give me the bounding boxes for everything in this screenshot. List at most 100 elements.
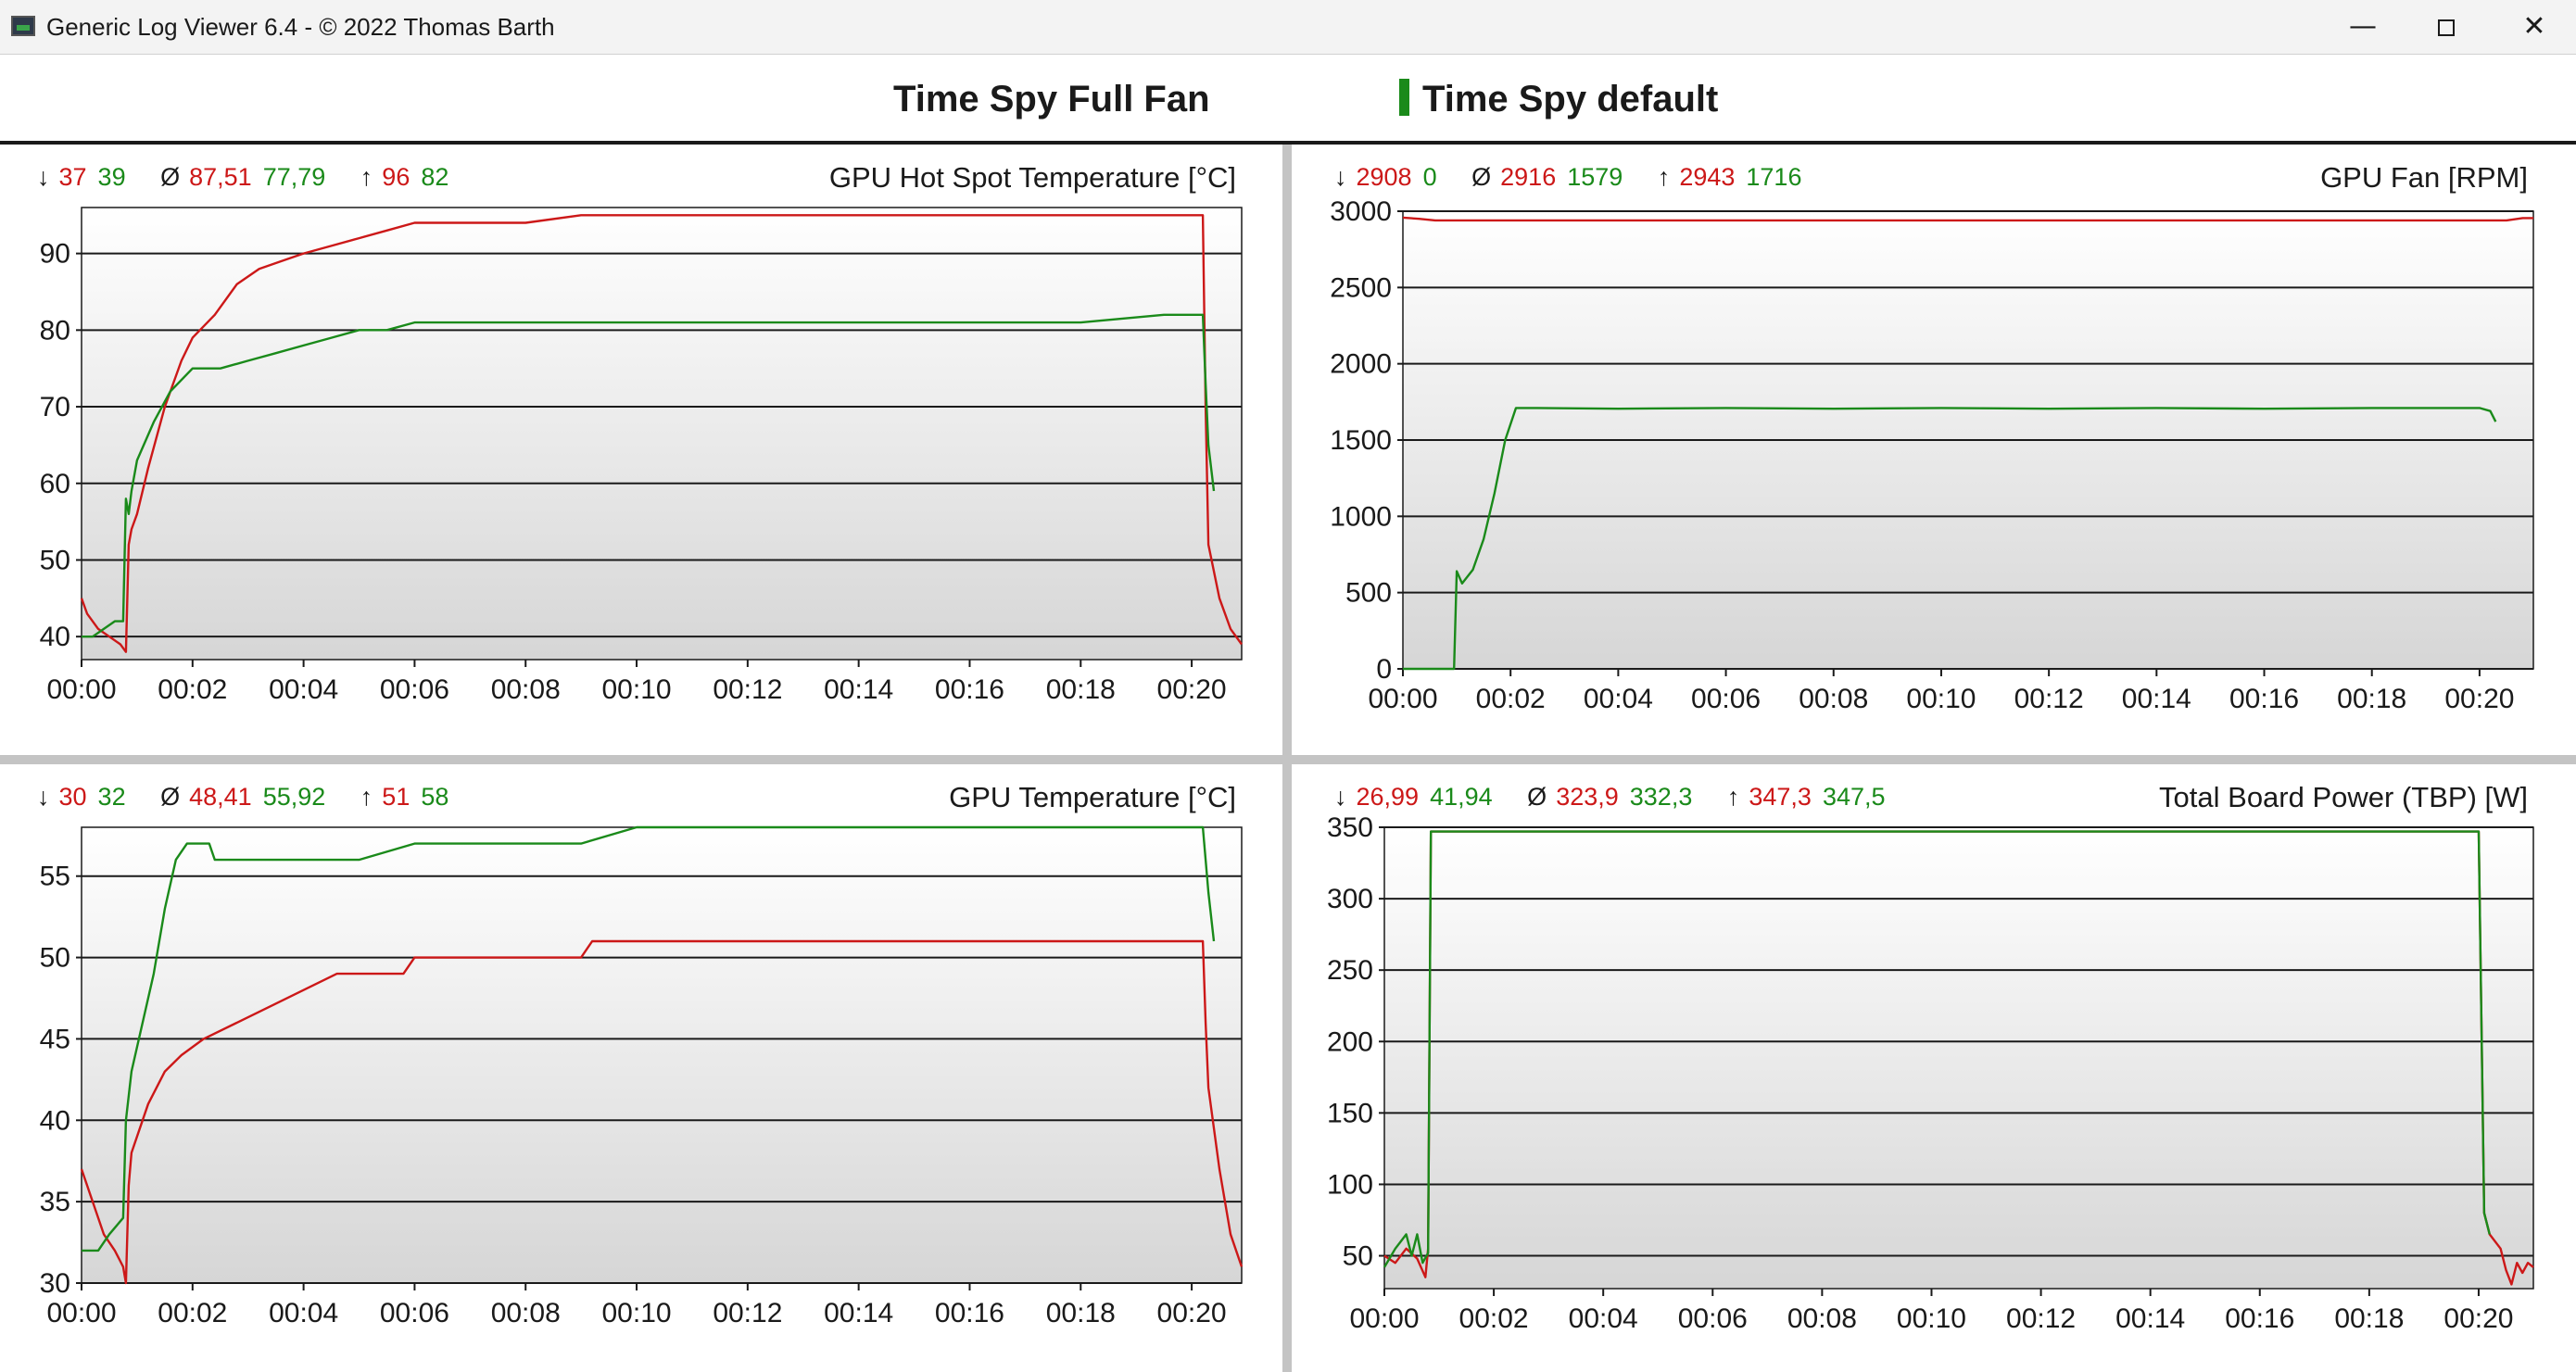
x-tick-label: 00:12 [2006,1303,2076,1334]
x-tick-label: 00:10 [1906,684,1976,714]
y-tick-label: 250 [1327,955,1373,986]
close-button[interactable]: ✕ [2522,10,2546,43]
plot-background [1383,826,2534,1290]
x-tick-label: 00:16 [935,674,1004,705]
y-tick-label: 2000 [1330,349,1392,380]
x-tick-label: 00:18 [1046,674,1116,705]
x-tick-label: 00:04 [1569,1303,1638,1334]
y-tick-label: 350 [1327,812,1373,843]
plot-area[interactable]: 50 100 150 200 250 300 350 00:00 00:02 00:04 00:06… [1292,764,2576,1372]
chart-panel-hotspot-temp: ↓ 37 39 Ø 87,51 77,79 ↑ 96 82 GPU Hot Spot Tem… [0,145,1282,755]
maximize-button[interactable] [2405,0,2488,54]
plot-area[interactable]: 40 50 60 70 80 90 00:00 00:02 00:04 00:06 00:08 00:… [0,145,1282,755]
stat-min-default: 32 [97,783,126,811]
stat-min-full-fan: 26,99 [1356,783,1420,811]
series-line-full-fan [80,214,1243,653]
series-line-default [1403,407,2497,671]
stat-max-default: 347,5 [1822,783,1886,811]
stat-avg-default: 55,92 [262,783,326,811]
y-tick-label: 3000 [1330,196,1392,227]
stat-avg-default: 1579 [1567,163,1623,191]
legend: Time Spy Full Fan Time Spy default [0,55,2576,145]
plot-area[interactable]: 0 500 1000 1500 2000 2500 3000 00:00 00:02 00:04 0… [1292,145,2576,755]
maximize-icon [2438,19,2455,36]
series-line-default [82,313,1216,638]
x-tick-label: 00:08 [1787,1303,1857,1334]
stat-avg-default: 77,79 [262,163,326,191]
x-tick-label: 00:00 [46,674,116,705]
legend-label: Time Spy Full Fan [893,79,1210,120]
y-tick-label: 0 [1376,654,1392,685]
x-tick-label: 00:06 [1678,1303,1748,1334]
x-tick-label: 00:02 [158,674,227,705]
stat-min-default: 0 [1422,163,1437,191]
stats-readout: ↓ 37 39 Ø 87,51 77,79 ↑ 96 82 [37,163,449,191]
y-tick-label: 55 [40,862,70,892]
stat-min-full-fan: 2908 [1356,163,1412,191]
y-tick-label: 1500 [1330,425,1392,456]
x-tick-label: 00:02 [1476,684,1546,714]
y-tick-label: 150 [1327,1098,1373,1128]
stat-avg-full-fan: 2916 [1500,163,1557,191]
minimize-button[interactable]: — [2349,10,2377,43]
stats-readout: ↓ 30 32 Ø 48,41 55,92 ↑ 51 58 [37,783,449,811]
plot-area[interactable]: 30 35 40 45 50 55 00:00 00:02 00:04 00:06 00:08 00:… [0,764,1282,1372]
legend-item-default[interactable]: Time Spy default [1399,79,1718,120]
x-tick-label: 00:10 [602,1298,672,1328]
legend-item-full-fan[interactable]: Time Spy Full Fan [893,79,1210,120]
app-icon [11,16,35,36]
horizontal-divider[interactable] [0,755,2576,764]
x-tick-label: 00:12 [2014,684,2084,714]
stat-min-default: 41,94 [1430,783,1493,811]
x-tick-label: 00:18 [1046,1298,1116,1328]
x-tick-label: 00:08 [491,1298,561,1328]
x-tick-label: 00:18 [2337,684,2406,714]
y-tick-label: 90 [40,239,70,270]
x-tick-label: 00:04 [269,674,338,705]
x-tick-label: 00:06 [380,1298,449,1328]
y-tick-label: 45 [40,1024,70,1054]
series-line-default [1383,830,2491,1268]
stat-max-default: 82 [421,163,449,191]
x-tick-label: 00:20 [2444,684,2514,714]
y-tick-label: 30 [40,1268,70,1299]
x-tick-label: 00:20 [1157,674,1227,705]
chart-panel-gpu-fan: ↓ 2908 0 Ø 2916 1579 ↑ 2943 1716 GPU Fan [RPM]… [1292,145,2576,755]
x-tick-label: 00:16 [2229,684,2299,714]
y-tick-label: 80 [40,315,70,346]
chart-panel-board-power: ↓ 26,99 41,94 Ø 323,9 332,3 ↑ 347,3 347,5 Tota… [1292,764,2576,1372]
stat-max-full-fan: 96 [382,163,410,191]
y-tick-label: 40 [40,622,70,652]
chart-title: GPU Temperature [°C] [949,781,1236,813]
window-title: Generic Log Viewer 6.4 - © 2022 Thomas B… [46,13,555,41]
stat-max-default: 1716 [1746,163,1802,191]
stat-max-full-fan: 347,3 [1749,783,1812,811]
x-tick-label: 00:14 [2115,1303,2185,1334]
stat-avg-full-fan: 323,9 [1556,783,1619,811]
y-tick-label: 35 [40,1187,70,1217]
x-tick-label: 00:10 [602,674,672,705]
x-tick-label: 00:04 [269,1298,338,1328]
stat-max-full-fan: 2943 [1679,163,1736,191]
y-tick-label: 50 [40,545,70,575]
x-tick-label: 00:14 [824,674,893,705]
x-tick-label: 00:16 [2225,1303,2294,1334]
y-tick-label: 50 [40,943,70,974]
y-tick-label: 200 [1327,1026,1373,1057]
series-line-full-fan [80,939,1244,1285]
series-line-full-fan [1402,216,2533,222]
x-tick-label: 00:06 [380,674,449,705]
legend-label: Time Spy default [1422,79,1719,120]
stat-avg-default: 332,3 [1629,783,1693,811]
x-tick-label: 00:08 [1799,684,1868,714]
y-tick-label: 50 [1343,1241,1373,1272]
y-tick-label: 300 [1327,884,1373,914]
x-tick-label: 00:00 [1368,684,1437,714]
legend-swatch [1399,79,1409,116]
x-tick-label: 00:20 [1157,1298,1227,1328]
y-tick-label: 500 [1345,578,1392,609]
x-tick-label: 00:10 [1897,1303,1966,1334]
stats-readout: ↓ 2908 0 Ø 2916 1579 ↑ 2943 1716 [1334,163,1802,191]
y-tick-label: 60 [40,469,70,499]
stat-max-default: 58 [421,783,449,811]
